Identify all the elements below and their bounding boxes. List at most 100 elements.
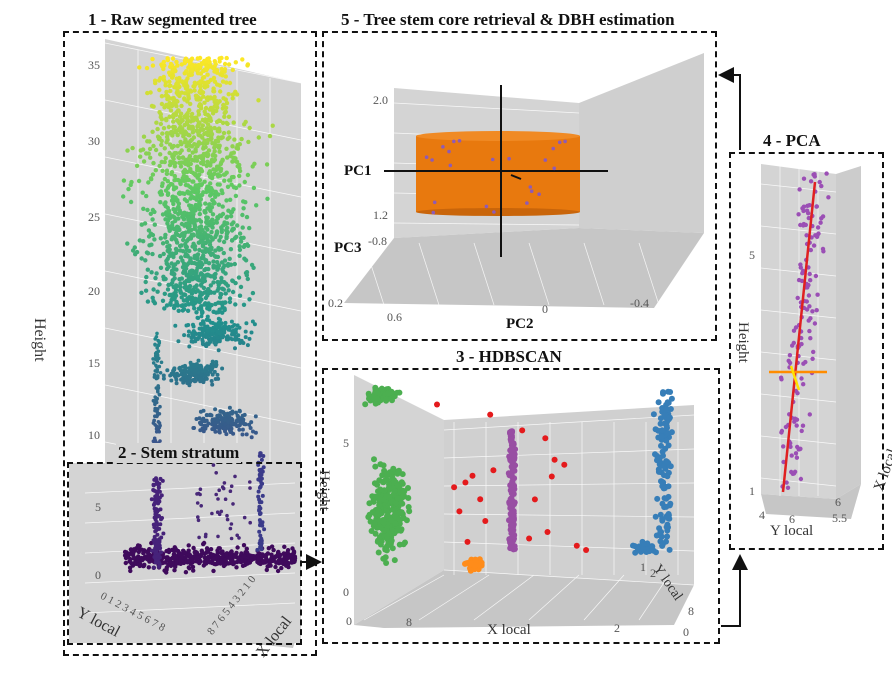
point: [193, 368, 198, 373]
point: [217, 149, 222, 154]
point: [179, 160, 184, 165]
point: [177, 288, 183, 293]
point: [158, 404, 162, 409]
point: [191, 329, 196, 334]
point: [170, 194, 176, 199]
point: [201, 540, 207, 546]
point: [160, 516, 164, 520]
point: [169, 292, 174, 297]
point: [390, 465, 397, 472]
point: [175, 303, 181, 308]
point: [179, 117, 184, 123]
point: [231, 150, 236, 155]
arrow-4-to-5: [718, 67, 741, 150]
point: [235, 223, 240, 228]
point: [794, 417, 800, 422]
point: [213, 234, 218, 240]
point: [149, 242, 154, 247]
point: [198, 264, 204, 270]
stem-core-cylinder: [416, 136, 580, 212]
point: [208, 234, 214, 240]
point: [189, 291, 195, 296]
point: [195, 56, 200, 61]
point: [228, 526, 233, 531]
point: [128, 182, 133, 188]
point: [813, 273, 819, 279]
point: [182, 91, 188, 96]
point: [165, 556, 170, 561]
point: [170, 278, 175, 283]
point: [267, 133, 273, 139]
point: [177, 227, 182, 232]
point: [384, 477, 390, 483]
point: [121, 194, 126, 199]
point: [161, 376, 166, 381]
point: [799, 376, 804, 381]
point: [233, 193, 239, 199]
point: [190, 150, 195, 155]
point: [508, 438, 515, 445]
point: [206, 287, 211, 292]
point: [212, 369, 217, 374]
point: [800, 271, 805, 276]
point: [220, 310, 225, 315]
point: [257, 507, 262, 512]
point: [204, 418, 209, 423]
point: [195, 71, 201, 76]
point: [198, 160, 204, 166]
point: [189, 144, 195, 149]
point: [160, 64, 165, 69]
point: [237, 173, 242, 179]
point: [244, 321, 249, 326]
point: [179, 148, 184, 153]
point: [237, 536, 241, 540]
point: [221, 250, 226, 256]
point: [230, 144, 235, 149]
point: [222, 178, 227, 183]
point: [224, 198, 229, 203]
point: [179, 79, 185, 84]
point: [204, 220, 209, 225]
point: [215, 254, 221, 260]
point: [291, 550, 297, 555]
point: [507, 156, 511, 161]
point: [244, 273, 249, 278]
point: [184, 244, 189, 250]
point: [187, 552, 192, 557]
point: [206, 56, 211, 61]
point: [573, 542, 580, 549]
point: [230, 159, 235, 164]
point: [207, 202, 212, 207]
point: [248, 520, 252, 525]
point: [153, 507, 158, 512]
point: [154, 363, 158, 368]
point: [154, 408, 159, 412]
point: [797, 447, 802, 452]
point: [168, 556, 174, 562]
point: [175, 63, 180, 68]
point: [198, 409, 203, 414]
point: [168, 215, 173, 221]
point: [228, 336, 233, 341]
point: [209, 320, 214, 325]
point: [208, 290, 214, 295]
point: [168, 181, 174, 187]
point: [181, 380, 186, 385]
point: [169, 223, 175, 228]
point: [244, 546, 249, 551]
point: [229, 421, 234, 426]
point: [509, 452, 516, 458]
panel-4-y-tick: 4: [759, 508, 765, 522]
point: [213, 189, 218, 194]
point: [258, 511, 263, 516]
point: [820, 246, 826, 252]
point: [275, 551, 281, 556]
point: [171, 119, 176, 124]
stem-core-cylinder-view: [344, 53, 704, 308]
point: [283, 559, 288, 565]
pc2-axis: [510, 174, 522, 180]
point: [167, 70, 172, 75]
point: [232, 323, 237, 327]
point: [257, 518, 262, 523]
point: [220, 106, 225, 111]
